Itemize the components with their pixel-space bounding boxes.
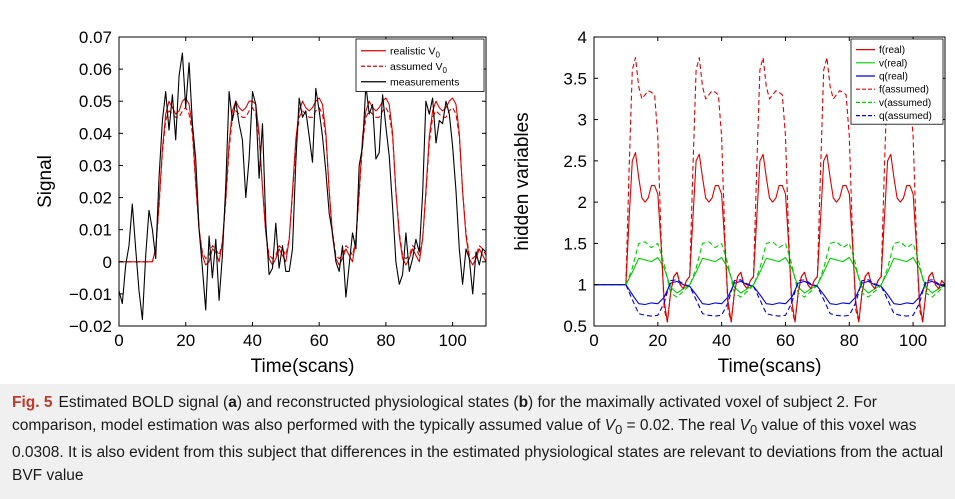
chart-panel-a: 0 20 40 60 80 100 −0.02 −0.01 0 0.01 0.02 0.03 0.04 0… bbox=[35, 28, 487, 377]
caption-panel-a: a bbox=[228, 394, 237, 411]
y-tick-label: 0.5 bbox=[563, 317, 587, 336]
caption-text-4: = 0.02. The real bbox=[622, 417, 740, 434]
legend-label: f(real) bbox=[879, 45, 905, 56]
legend-label: assumed V0 bbox=[390, 61, 448, 75]
y-tick-label: 3 bbox=[578, 111, 587, 130]
y-axis-label: Signal bbox=[35, 155, 56, 208]
caption-panel-b: b bbox=[518, 394, 529, 411]
series-line-measurements bbox=[119, 52, 486, 321]
series-line-assumed-v0 bbox=[119, 107, 486, 263]
x-tick-label: 40 bbox=[712, 331, 731, 350]
series-line-v-real- bbox=[594, 256, 945, 294]
y-tick-label: 0.03 bbox=[79, 156, 112, 175]
y-tick-label: −0.02 bbox=[69, 317, 112, 336]
caption-v0-symbol-2: V bbox=[739, 417, 750, 434]
caption-text-1: Estimated BOLD signal ( bbox=[58, 394, 229, 411]
x-tick-label: 0 bbox=[589, 331, 598, 350]
x-tick-label: 80 bbox=[840, 331, 859, 350]
series-line-f-real- bbox=[594, 152, 945, 323]
legend: f(real) v(real) q(real) f(assumed) v(assumed… bbox=[850, 38, 944, 125]
y-tick-label: 0.07 bbox=[79, 28, 112, 47]
legend-box bbox=[355, 38, 485, 92]
y-tick-label: 0.01 bbox=[79, 221, 112, 240]
legend-label: q(real) bbox=[879, 72, 908, 83]
legend-label-subscript: 0 bbox=[443, 66, 448, 75]
caption-v0-subscript-2: 0 bbox=[749, 422, 758, 438]
series-group bbox=[119, 52, 486, 321]
x-axis-label: Time(scans) bbox=[718, 356, 822, 377]
x-tick-label: 60 bbox=[776, 331, 795, 350]
series-line-v-assumed- bbox=[594, 241, 945, 298]
x-axis-label: Time(scans) bbox=[251, 356, 355, 377]
y-tick-label: 0.06 bbox=[79, 60, 112, 79]
series-line-q-assumed- bbox=[594, 279, 945, 317]
chart-panel-b: 0 20 40 60 80 100 0.5 1 1.5 2 2.5 3 3.5 4 Time(scans) h… bbox=[512, 28, 946, 377]
y-tick-label: 2.5 bbox=[563, 152, 587, 171]
y-tick-label: 0.04 bbox=[79, 124, 112, 143]
x-tick-label: 100 bbox=[438, 331, 466, 350]
legend-label: q(assumed) bbox=[879, 111, 932, 122]
plots-area: 0 20 40 60 80 100−0.02−0.0100.010.020.030.040… bbox=[35, 28, 946, 377]
legend-label-subscript: 0 bbox=[436, 50, 441, 59]
y-tick-label: 3.5 bbox=[563, 69, 587, 88]
y-tick-label: 4 bbox=[578, 28, 587, 47]
figure-caption: Fig. 5 Estimated BOLD signal (a) and reco… bbox=[0, 384, 955, 499]
y-axis-label: hidden variables bbox=[512, 112, 533, 250]
y-tick-label: 0.05 bbox=[79, 92, 112, 111]
caption-text-3: ) for the maximally activated voxel of s… bbox=[12, 394, 877, 434]
x-tick-label: 0 bbox=[114, 331, 123, 350]
y-tick-label: 0 bbox=[103, 253, 112, 272]
axes-frame bbox=[593, 36, 946, 327]
y-tick-label: 1.5 bbox=[563, 234, 587, 253]
series-line-q-real- bbox=[594, 280, 945, 306]
x-tick-label: 20 bbox=[176, 331, 195, 350]
caption-text-2: ) and reconstructed physiological states… bbox=[236, 394, 519, 411]
legend-box bbox=[850, 38, 944, 125]
x-tick-label: 80 bbox=[376, 331, 395, 350]
caption-text-5: value of this voxel was 0.0308. It is al… bbox=[12, 417, 944, 485]
x-tick-label: 20 bbox=[648, 331, 667, 350]
y-tick-label: 0.02 bbox=[79, 189, 112, 208]
legend-label: realistic V0 bbox=[390, 45, 441, 59]
legend-label: f(assumed) bbox=[879, 85, 929, 96]
caption-v0-symbol-1: V bbox=[604, 417, 616, 434]
legend-label: v(real) bbox=[879, 58, 907, 69]
legend-label: v(assumed) bbox=[879, 98, 931, 109]
legend-label: measurements bbox=[390, 76, 459, 88]
x-tick-label: 40 bbox=[243, 331, 262, 350]
y-tick-label: −0.01 bbox=[69, 285, 112, 304]
caption-label: Fig. 5 bbox=[12, 394, 53, 411]
y-tick-label: 1 bbox=[578, 276, 587, 295]
axes-frame bbox=[118, 36, 487, 327]
x-tick-label: 100 bbox=[899, 331, 927, 350]
x-tick-label: 60 bbox=[310, 331, 329, 350]
y-tick-label: 2 bbox=[578, 193, 587, 212]
caption-v0-subscript-1: 0 bbox=[615, 422, 623, 438]
